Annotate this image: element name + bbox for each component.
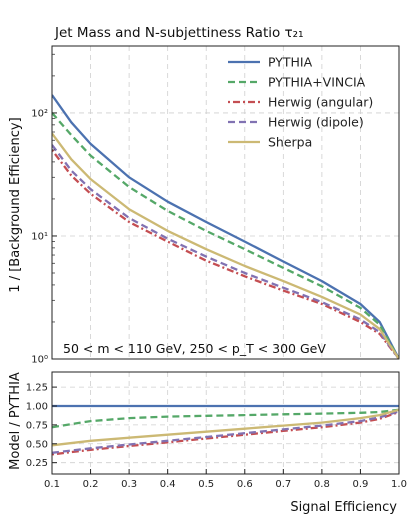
top-series-line — [52, 94, 399, 359]
x-tick-label: 0.8 — [314, 479, 330, 490]
bottom-y-axis-label: Model / PYTHIA — [8, 372, 23, 470]
x-tick-label: 0.4 — [160, 479, 176, 490]
x-tick-label: 0.9 — [352, 479, 368, 490]
x-tick-label: 0.6 — [237, 479, 253, 490]
top-grid — [51, 46, 400, 360]
top-y-axis-label: 1 / [Background Efficiency] — [8, 117, 23, 292]
x-tick-label: 0.1 — [44, 479, 60, 490]
legend-label: PYTHIA+VINCIA — [268, 75, 366, 90]
bottom-series-line — [51, 410, 400, 456]
bottom-series-lines — [51, 404, 400, 456]
legend-label: Herwig (angular) — [268, 95, 373, 110]
bottom-y-tick-label: 0.75 — [26, 420, 48, 431]
bottom-y-tick-label: 0.25 — [26, 458, 48, 469]
x-tick-label: 1.0 — [391, 479, 407, 490]
bottom-series-line — [51, 408, 400, 429]
legend: PYTHIA PYTHIA+VINCIA Herwig (angular) Herwi… — [228, 55, 373, 150]
bottom-plot-frame — [51, 371, 400, 475]
x-tick-label: 0.5 — [198, 479, 214, 490]
top-y-ticks: 10⁰ 10¹ 10² — [31, 53, 57, 366]
top-series-lines — [52, 94, 399, 359]
x-tick-label: 0.3 — [121, 479, 137, 490]
bottom-y-tick-label: 0.50 — [26, 439, 48, 450]
top-series-line — [52, 132, 399, 359]
bottom-grid — [51, 372, 400, 474]
top-y-tick-label: 10⁰ — [31, 355, 48, 366]
top-plot-frame — [51, 45, 400, 360]
bottom-ticks: 0.25 0.50 0.75 1.00 1.25 0.1 0.2 0.3 0.4 0.5 0.6 0.… — [26, 383, 407, 490]
chart-title: Jet Mass and N-subjettiness Ratio τ₂₁ — [54, 25, 303, 41]
legend-label: Sherpa — [268, 135, 312, 150]
bottom-y-tick-label: 1.25 — [26, 383, 48, 394]
x-tick-label: 0.7 — [275, 479, 291, 490]
top-y-tick-label: 10² — [31, 108, 48, 119]
bottom-series-line — [51, 408, 400, 447]
top-series-line — [52, 149, 399, 359]
top-y-tick-label: 10¹ — [31, 231, 48, 242]
bottom-series-line — [51, 410, 400, 454]
bottom-y-tick-label: 1.00 — [26, 402, 48, 413]
x-tick-label: 0.2 — [83, 479, 99, 490]
legend-label: Herwig (dipole) — [268, 115, 364, 130]
x-axis-label: Signal Efficiency — [290, 500, 397, 515]
kinematic-annotation: 50 < m < 110 GeV, 250 < p_T < 300 GeV — [63, 341, 326, 356]
legend-label: PYTHIA — [268, 55, 313, 70]
top-series-line — [52, 144, 399, 359]
